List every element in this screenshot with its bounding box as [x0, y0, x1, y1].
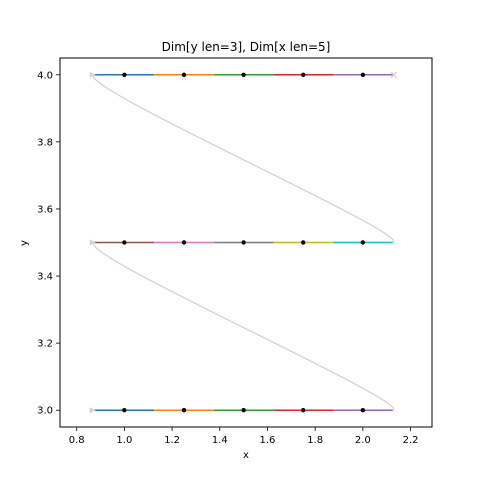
y-tick-label: 3.0	[37, 406, 53, 417]
x-tick-label: 1.0	[116, 435, 132, 446]
start-marker	[89, 407, 96, 414]
data-point	[181, 408, 187, 413]
plot-frame	[59, 57, 433, 428]
chart-title: Dim[y len=3], Dim[x len=5]	[162, 40, 331, 54]
x-tick-label: 2.2	[403, 435, 419, 446]
data-point	[181, 72, 187, 77]
data-point	[241, 240, 246, 245]
data-point	[360, 72, 366, 77]
data-point	[122, 408, 127, 413]
data-point	[122, 240, 127, 245]
start-marker	[89, 71, 96, 78]
data-point	[301, 240, 306, 245]
y-tick-label: 3.2	[37, 339, 53, 350]
data-point	[360, 240, 366, 245]
data-point	[181, 240, 187, 245]
y-tick-label: 3.8	[37, 137, 53, 148]
y-tick-label: 4.0	[37, 70, 53, 81]
y-axis-ticks: 3.0 3.2 3.4 3.6 3.8 4.0	[37, 70, 60, 417]
y-axis-label: y	[19, 240, 30, 246]
points-layer	[122, 72, 366, 413]
data-point	[301, 72, 306, 77]
end-marker	[390, 71, 398, 79]
x-tick-label: 1.4	[212, 435, 228, 446]
y-tick-label: 3.6	[37, 204, 53, 215]
markers-layer	[89, 71, 398, 414]
x-tick-label: 0.8	[69, 435, 85, 446]
data-point	[241, 408, 246, 413]
data-point	[360, 408, 366, 413]
x-axis-label: x	[243, 450, 249, 461]
x-tick-label: 1.8	[307, 435, 323, 446]
start-marker	[89, 239, 96, 246]
y-tick-label: 3.4	[37, 272, 53, 283]
x-tick-label: 2.0	[355, 435, 371, 446]
x-axis-ticks: 0.8 1.0 1.2 1.4 1.6 1.8 2.0 2.2	[69, 427, 419, 446]
x-tick-label: 1.6	[260, 435, 276, 446]
data-point	[301, 408, 306, 413]
data-point	[241, 72, 246, 77]
x-tick-label: 1.2	[164, 435, 180, 446]
data-point	[122, 72, 127, 77]
